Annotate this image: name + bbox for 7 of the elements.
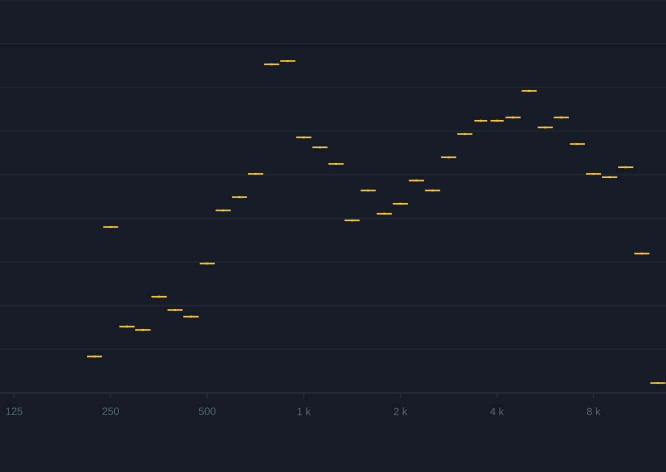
- x-tick-label: 2 k: [394, 408, 408, 416]
- x-tick-label: 500: [198, 408, 216, 415]
- x-tick-label: 1 k: [298, 408, 311, 416]
- x-tick-label: 4 k: [490, 408, 504, 416]
- x-tick-label: 8 k: [586, 408, 601, 416]
- x-tick-label: 250: [102, 408, 119, 415]
- x-tick-label: 125: [6, 408, 22, 415]
